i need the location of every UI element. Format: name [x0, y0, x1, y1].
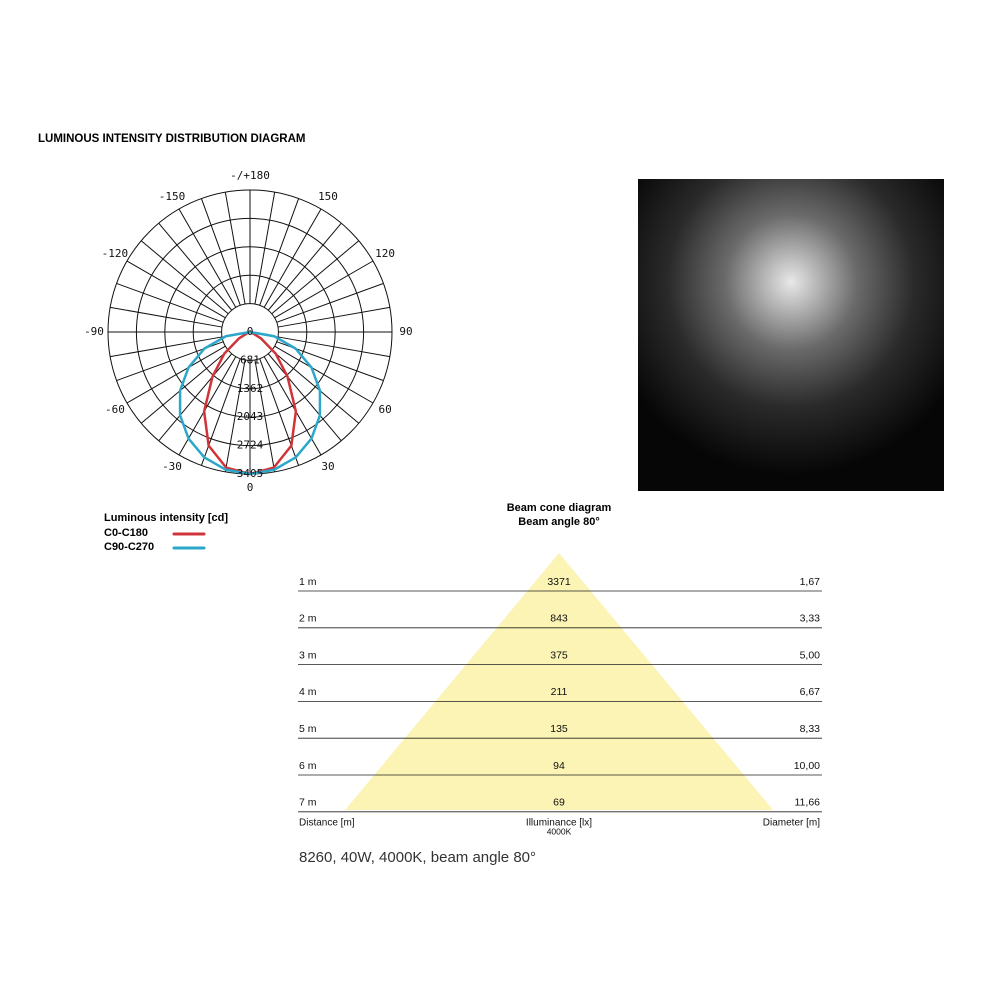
spoke — [224, 192, 246, 305]
spoke — [271, 349, 360, 424]
cone-cell: 10,00 — [794, 760, 820, 772]
caption: 8260, 40W, 4000K, beam angle 80° — [299, 849, 536, 866]
angle-tick-label: 150 — [318, 190, 338, 203]
title: LUMINOUS INTENSITY DISTRIBUTION DIAGRAM — [38, 133, 305, 145]
cone-cell: 843 — [550, 613, 568, 625]
angle-tick-label: -150 — [159, 190, 186, 203]
beam-cone — [345, 553, 773, 810]
spoke — [126, 345, 226, 404]
cone-cell: 375 — [550, 649, 568, 661]
legend-label: C90-C270 — [104, 541, 154, 553]
cone-cell: 211 — [551, 686, 568, 698]
spoke — [271, 240, 360, 315]
cone-cell: 1,67 — [800, 576, 821, 588]
angle-tick-label: -90 — [84, 325, 104, 338]
spoke — [259, 358, 300, 466]
cone-title: Beam cone diagram — [507, 502, 612, 514]
radial-tick-label: 2724 — [237, 439, 264, 452]
column-label: Diameter [m] — [763, 818, 820, 829]
spoke — [267, 222, 342, 311]
column-label: Distance [m] — [299, 818, 355, 829]
spoke — [259, 198, 300, 306]
spoke — [276, 282, 384, 323]
angle-tick-label: -120 — [102, 247, 129, 260]
angle-tick-label: -30 — [162, 460, 182, 473]
spoke — [200, 358, 241, 466]
angle-tick-label: -60 — [105, 403, 125, 416]
spoke — [110, 306, 223, 328]
spoke — [254, 192, 276, 305]
spoke — [200, 198, 241, 306]
cone-cell: 1 m — [299, 576, 317, 588]
spoke — [110, 336, 223, 358]
radial-tick-label: 2043 — [237, 410, 264, 423]
cone-cell: 6 m — [299, 760, 317, 772]
angle-tick-label: 0 — [247, 481, 254, 494]
cone-cell: 94 — [553, 760, 565, 772]
spoke — [263, 208, 322, 308]
angle-tick-label: 120 — [375, 247, 395, 260]
cone-cell: 3,33 — [800, 613, 821, 625]
spoke — [277, 306, 390, 328]
radial-tick-label: 3405 — [237, 467, 264, 480]
spoke — [274, 260, 374, 319]
cone-cell: 7 m — [299, 797, 317, 809]
cone-cell: 11,66 — [795, 797, 821, 809]
spoke — [224, 359, 246, 472]
spoke — [267, 353, 342, 442]
spoke — [158, 222, 233, 311]
column-note: 4000K — [547, 826, 572, 836]
spoke — [178, 208, 237, 308]
cone-cell: 135 — [550, 723, 568, 735]
cone-subtitle: Beam angle 80° — [518, 516, 599, 528]
radial-tick-label: 1362 — [237, 382, 264, 395]
spoke — [140, 240, 229, 315]
angle-tick-label: 90 — [399, 325, 412, 338]
cone-cell: 8,33 — [800, 723, 821, 735]
column-label: Illuminance [lx] — [526, 818, 592, 829]
cone-cell: 69 — [553, 797, 565, 809]
cone-cell: 4 m — [299, 686, 317, 698]
legend-title: Luminous intensity [cd] — [104, 512, 228, 524]
spoke — [116, 282, 224, 323]
spoke — [126, 260, 226, 319]
angle-tick-label: -/+180 — [230, 169, 270, 182]
angle-tick-label: 60 — [378, 403, 391, 416]
cone-cell: 6,67 — [800, 686, 821, 698]
spoke — [274, 345, 374, 404]
spoke — [158, 353, 233, 442]
cone-cell: 5 m — [299, 723, 317, 735]
cone-cell: 5,00 — [800, 649, 821, 661]
radial-tick-label: 681 — [240, 353, 260, 366]
legend-label: C0-C180 — [104, 527, 148, 539]
cone-cell: 3 m — [299, 649, 317, 661]
spoke — [140, 349, 229, 424]
cone-cell: 3371 — [547, 576, 571, 588]
radial-tick-label: 0 — [247, 325, 254, 338]
beam-photo — [638, 179, 944, 491]
cone-cell: 2 m — [299, 613, 317, 625]
angle-tick-label: 30 — [321, 460, 334, 473]
spoke — [277, 336, 390, 358]
series-line — [178, 330, 322, 476]
spoke — [254, 359, 276, 472]
